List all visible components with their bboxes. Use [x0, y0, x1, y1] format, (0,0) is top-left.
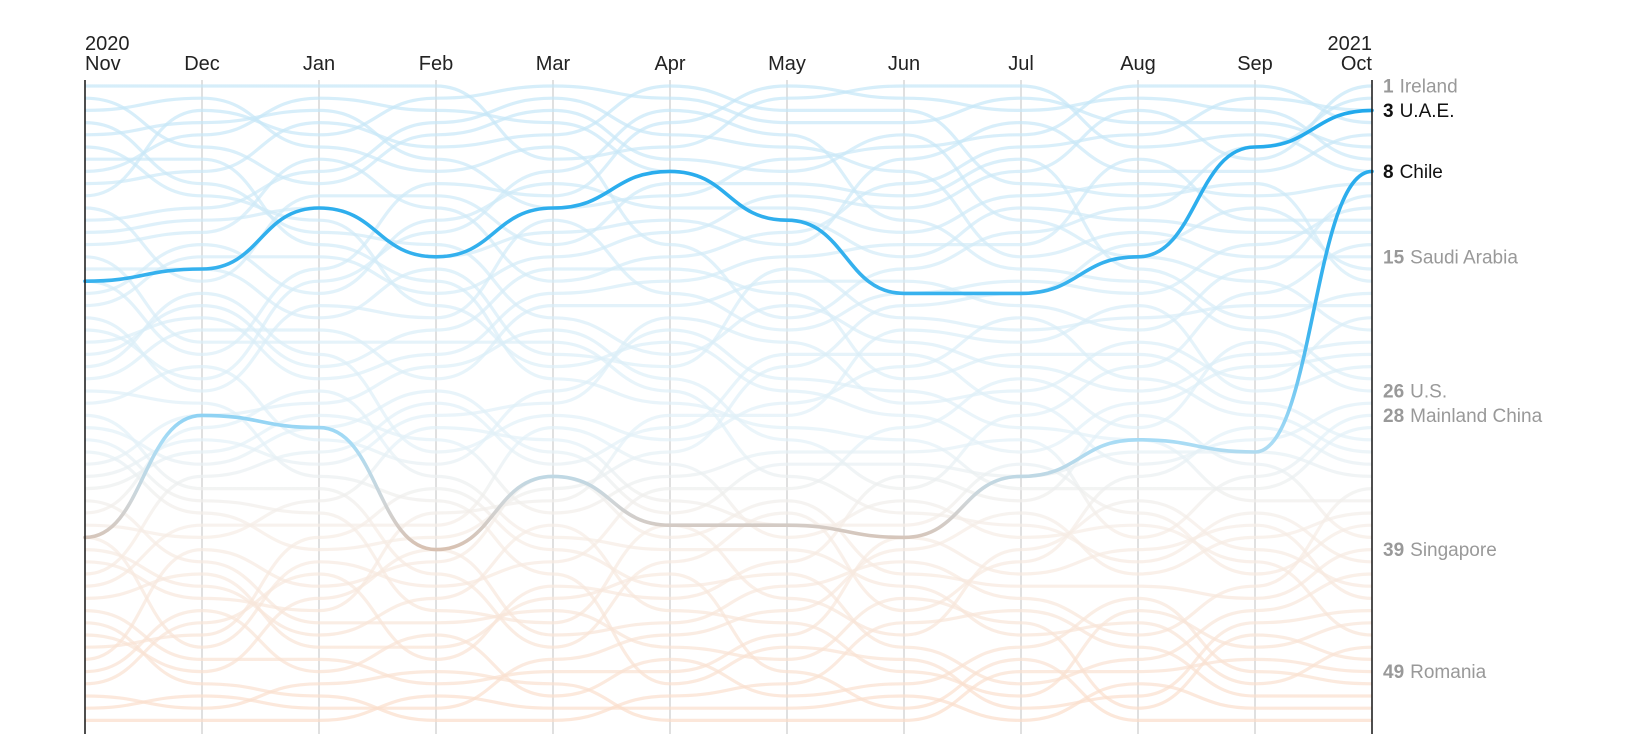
x-tick-label: Dec [184, 53, 220, 75]
grid-layer [201, 80, 1256, 734]
x-tick-label: Feb [419, 53, 453, 75]
rank-label: 8 Chile [1383, 162, 1443, 183]
country-name: Chile [1400, 162, 1443, 183]
background-line [84, 657, 1373, 723]
country-name: Romania [1410, 662, 1486, 683]
background-line [84, 425, 1373, 637]
country-name: Ireland [1400, 77, 1458, 98]
background-line [84, 84, 1373, 210]
rank-label: 3 U.A.E. [1383, 101, 1454, 122]
country-name: Singapore [1410, 540, 1497, 561]
background-line [84, 413, 1373, 540]
country-name: U.S. [1410, 382, 1447, 403]
rank-label: 39 Singapore [1383, 540, 1497, 561]
highlighted-lines [83, 108, 1374, 552]
background-line [84, 316, 1373, 478]
rank-label: 28 Mainland China [1383, 406, 1543, 427]
rank-number: 15 [1383, 247, 1405, 268]
background-line [84, 413, 1373, 686]
highlighted-line [83, 169, 1374, 552]
background-line [84, 206, 1373, 552]
background-line [84, 157, 1372, 381]
rank-label: 15 Saudi Arabia [1383, 247, 1518, 268]
background-line [84, 438, 1373, 637]
x-tick-label: Aug [1120, 53, 1156, 75]
x-tick-label: Sep [1237, 53, 1273, 75]
background-line [84, 267, 1373, 442]
x-tick-label: Jul [1008, 53, 1034, 75]
background-line [84, 511, 1373, 710]
background-line [84, 96, 1372, 259]
rank-label: 49 Romania [1383, 662, 1487, 683]
year-label: 2021 [1328, 33, 1373, 55]
x-axis-labels: Nov Dec Jan Feb Mar Apr May Jun Jul Aug Sep Oct 2020… [85, 33, 1372, 75]
background-line [84, 96, 1373, 320]
background-line [84, 96, 1373, 283]
x-tick-label: Mar [536, 53, 571, 75]
background-line [84, 181, 1373, 296]
background-line [85, 267, 1372, 369]
background-line [84, 523, 1373, 698]
x-tick-label: Oct [1341, 53, 1373, 75]
background-line [84, 596, 1373, 698]
background-line [84, 486, 1373, 686]
x-tick-label: Nov [85, 53, 121, 75]
background-line [84, 523, 1373, 686]
background-line [84, 206, 1373, 393]
country-name: Saudi Arabia [1410, 247, 1518, 268]
rank-number: 28 [1383, 406, 1404, 427]
background-line [84, 425, 1373, 576]
background-line [84, 608, 1372, 723]
rank-number: 8 [1383, 162, 1394, 183]
rank-label: 26 U.S. [1383, 382, 1447, 403]
x-tick-label: Jun [888, 53, 920, 75]
rank-number: 1 [1383, 77, 1394, 98]
rank-number: 3 [1383, 101, 1394, 122]
background-line [84, 352, 1373, 576]
rank-labels: 1 Ireland 3 U.A.E. 8 Chile 15 Saudi Arabia 26 U.S… [1383, 77, 1543, 684]
background-line [84, 121, 1373, 393]
background-line [84, 194, 1373, 381]
x-tick-label: Jan [303, 53, 335, 75]
country-name: U.A.E. [1400, 101, 1455, 122]
background-line [84, 682, 1372, 723]
background-line [84, 84, 1373, 357]
background-line [84, 474, 1373, 661]
rank-number: 26 [1383, 382, 1404, 403]
background-line [84, 389, 1373, 515]
highlighted-line [83, 108, 1374, 296]
background-lines [84, 84, 1373, 723]
rank-number: 39 [1383, 540, 1404, 561]
background-line [84, 157, 1373, 320]
background-line [84, 303, 1373, 613]
background-line [84, 291, 1373, 454]
year-label: 2020 [85, 33, 130, 55]
background-line [84, 499, 1373, 710]
background-line [84, 413, 1373, 649]
country-name: Mainland China [1410, 406, 1542, 427]
background-line [84, 487, 1373, 674]
background-line [84, 389, 1373, 686]
x-tick-label: May [768, 53, 806, 75]
background-line [84, 145, 1373, 454]
rank-label: 1 Ireland [1383, 77, 1458, 98]
x-tick-label: Apr [654, 53, 685, 75]
axes [84, 80, 1373, 734]
background-line [84, 243, 1373, 491]
rank-number: 49 [1383, 662, 1404, 683]
background-line [84, 389, 1373, 710]
background-line [84, 84, 1373, 198]
background-line [84, 255, 1373, 564]
